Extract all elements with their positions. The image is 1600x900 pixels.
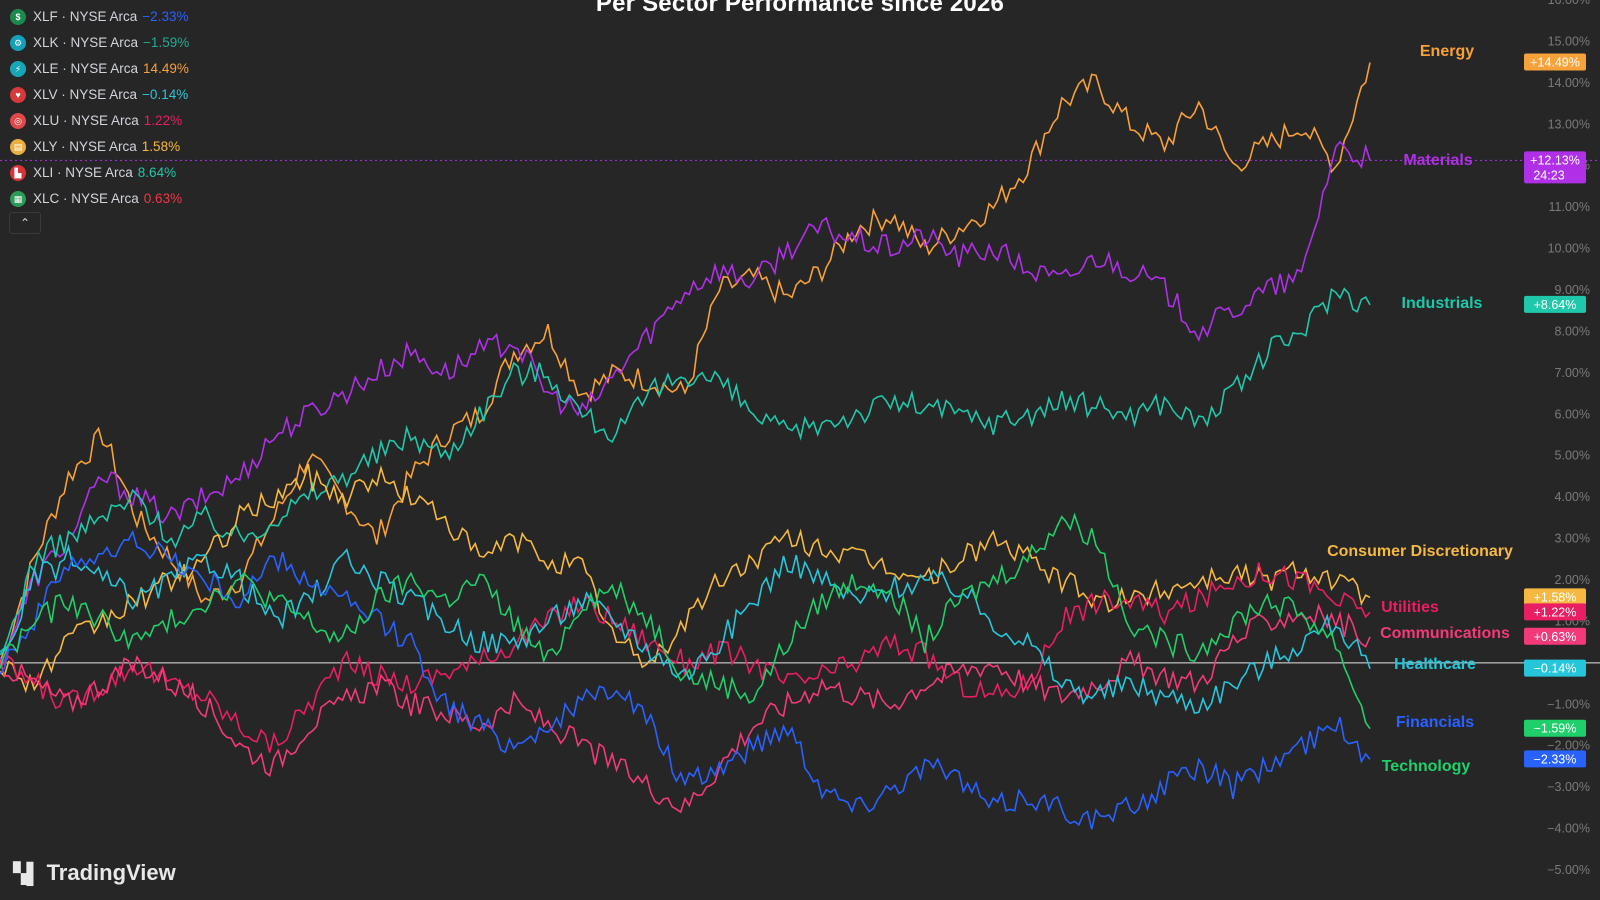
legend-item[interactable]: ◎ XLU · NYSE Arca 1.22% — [10, 108, 189, 134]
legend-item[interactable]: ⚙ XLK · NYSE Arca −1.59% — [10, 30, 189, 56]
value-badge-text: −0.14% — [1534, 662, 1577, 676]
legend-symbol: XLI · NYSE Arca — [33, 165, 133, 180]
y-tick-label: 15.00% — [1548, 34, 1590, 48]
value-badge — [1524, 603, 1586, 621]
value-badge — [1524, 151, 1586, 184]
legend-change: 14.49% — [143, 61, 189, 76]
communications-icon: ▦ — [10, 191, 26, 207]
y-tick-label: 6.00% — [1555, 407, 1590, 421]
y-tick-label: 13.00% — [1548, 117, 1590, 131]
legend-change: 1.58% — [141, 139, 181, 154]
y-tick-label: 3.00% — [1555, 532, 1590, 546]
legend-item[interactable]: ⚡ XLE · NYSE Arca 14.49% — [10, 56, 189, 82]
legend-item[interactable]: ♥ XLV · NYSE Arca −0.14% — [10, 82, 189, 108]
series-name-label: Healthcare — [1394, 656, 1476, 673]
value-badge-text: +0.63% — [1534, 630, 1577, 644]
y-tick-label: 10.00% — [1548, 242, 1590, 256]
legend-item[interactable]: $ XLF · NYSE Arca −2.33% — [10, 4, 189, 30]
y-tick-label: 2.00% — [1555, 573, 1590, 587]
series-name-label: Consumer Discretionary — [1327, 543, 1513, 560]
energy-icon: ⚡ — [10, 61, 26, 77]
value-badge-text: +12.13% — [1530, 153, 1580, 167]
value-badge — [1524, 719, 1586, 737]
y-tick-label: 16.00% — [1548, 0, 1590, 7]
legend-item[interactable]: ▤ XLY · NYSE Arca 1.58% — [10, 134, 189, 160]
y-tick-label: −2.00% — [1547, 739, 1590, 753]
bank-icon: $ — [10, 9, 26, 25]
y-tick-label: 14.00% — [1548, 76, 1590, 90]
series-line — [0, 287, 1371, 653]
value-badge-text: +1.58% — [1534, 590, 1577, 604]
legend-change: −2.33% — [142, 9, 189, 24]
value-badge — [1524, 627, 1586, 645]
factory-icon: ▙ — [10, 165, 26, 181]
crosshair-time-label: 24:23 — [1533, 168, 1564, 182]
y-tick-label: 9.00% — [1555, 283, 1590, 297]
y-tick-label: 11.00% — [1549, 200, 1590, 214]
legend-symbol: XLY · NYSE Arca — [33, 139, 137, 154]
legend-change: 0.63% — [143, 191, 183, 206]
y-tick-label: −4.00% — [1547, 822, 1590, 836]
legend-item[interactable]: ▦ XLC · NYSE Arca 0.63% — [10, 186, 189, 212]
legend-symbol: XLC · NYSE Arca — [33, 191, 139, 206]
value-badge — [1524, 53, 1586, 71]
value-badge — [1524, 588, 1586, 606]
value-badge-text: −1.59% — [1534, 722, 1577, 736]
value-badge-text: −2.33% — [1534, 752, 1577, 766]
y-tick-label: 8.00% — [1555, 324, 1590, 338]
series-name-label: Communications — [1380, 625, 1510, 642]
symbol-legend: $ XLF · NYSE Arca −2.33% ⚙ XLK · NYSE Arca −1… — [10, 4, 189, 212]
series-name-label: Financials — [1396, 714, 1474, 731]
series-name-label: Industrials — [1402, 295, 1483, 312]
legend-change: 1.22% — [143, 113, 183, 128]
value-badge — [1524, 295, 1586, 313]
series-name-label: Technology — [1382, 758, 1471, 775]
series-name-label: Energy — [1420, 43, 1474, 60]
legend-symbol: XLF · NYSE Arca — [33, 9, 138, 24]
value-badge — [1524, 659, 1586, 677]
series-name-label: Materials — [1403, 152, 1472, 169]
series-line — [0, 463, 1371, 694]
value-badge — [1524, 750, 1586, 768]
legend-item[interactable]: ▙ XLI · NYSE Arca 8.64% — [10, 160, 189, 186]
legend-symbol: XLK · NYSE Arca — [33, 35, 139, 50]
series-line — [0, 140, 1371, 666]
value-badge-text: +14.49% — [1530, 56, 1580, 70]
health-icon: ♥ — [10, 87, 26, 103]
value-badge-text: +1.22% — [1534, 605, 1577, 619]
legend-change: −0.14% — [142, 87, 189, 102]
series-line — [0, 62, 1371, 664]
y-tick-label: −5.00% — [1547, 863, 1590, 877]
y-tick-label: 7.00% — [1555, 366, 1590, 380]
legend-symbol: XLV · NYSE Arca — [33, 87, 138, 102]
y-tick-label: 4.00% — [1555, 490, 1590, 504]
brand-name: TradingView — [46, 860, 176, 885]
chart-title: Per Sector Performance since 2026 — [595, 0, 1005, 17]
legend-symbol: XLU · NYSE Arca — [33, 113, 139, 128]
chip-icon: ⚙ — [10, 35, 26, 51]
tradingview-logo-icon: ▚▌ — [13, 862, 41, 885]
y-tick-label: −1.00% — [1547, 697, 1590, 711]
utilities-icon: ◎ — [10, 113, 26, 129]
series-name-label: Utilities — [1381, 599, 1439, 616]
y-tick-label: 5.00% — [1555, 449, 1590, 463]
value-badge-text: +8.64% — [1534, 298, 1577, 312]
legend-symbol: XLE · NYSE Arca — [33, 61, 139, 76]
tradingview-brand: ▚▌ TradingView — [13, 860, 176, 886]
consumer-icon: ▤ — [10, 139, 26, 155]
series-line — [0, 543, 1371, 715]
series-line — [0, 529, 1371, 830]
legend-change: 8.64% — [137, 165, 177, 180]
series-line — [0, 602, 1371, 814]
collapse-legend-button[interactable]: ⌃ — [9, 212, 41, 234]
y-tick-label: −3.00% — [1547, 780, 1590, 794]
legend-change: −1.59% — [143, 35, 190, 50]
series-line — [0, 512, 1371, 730]
